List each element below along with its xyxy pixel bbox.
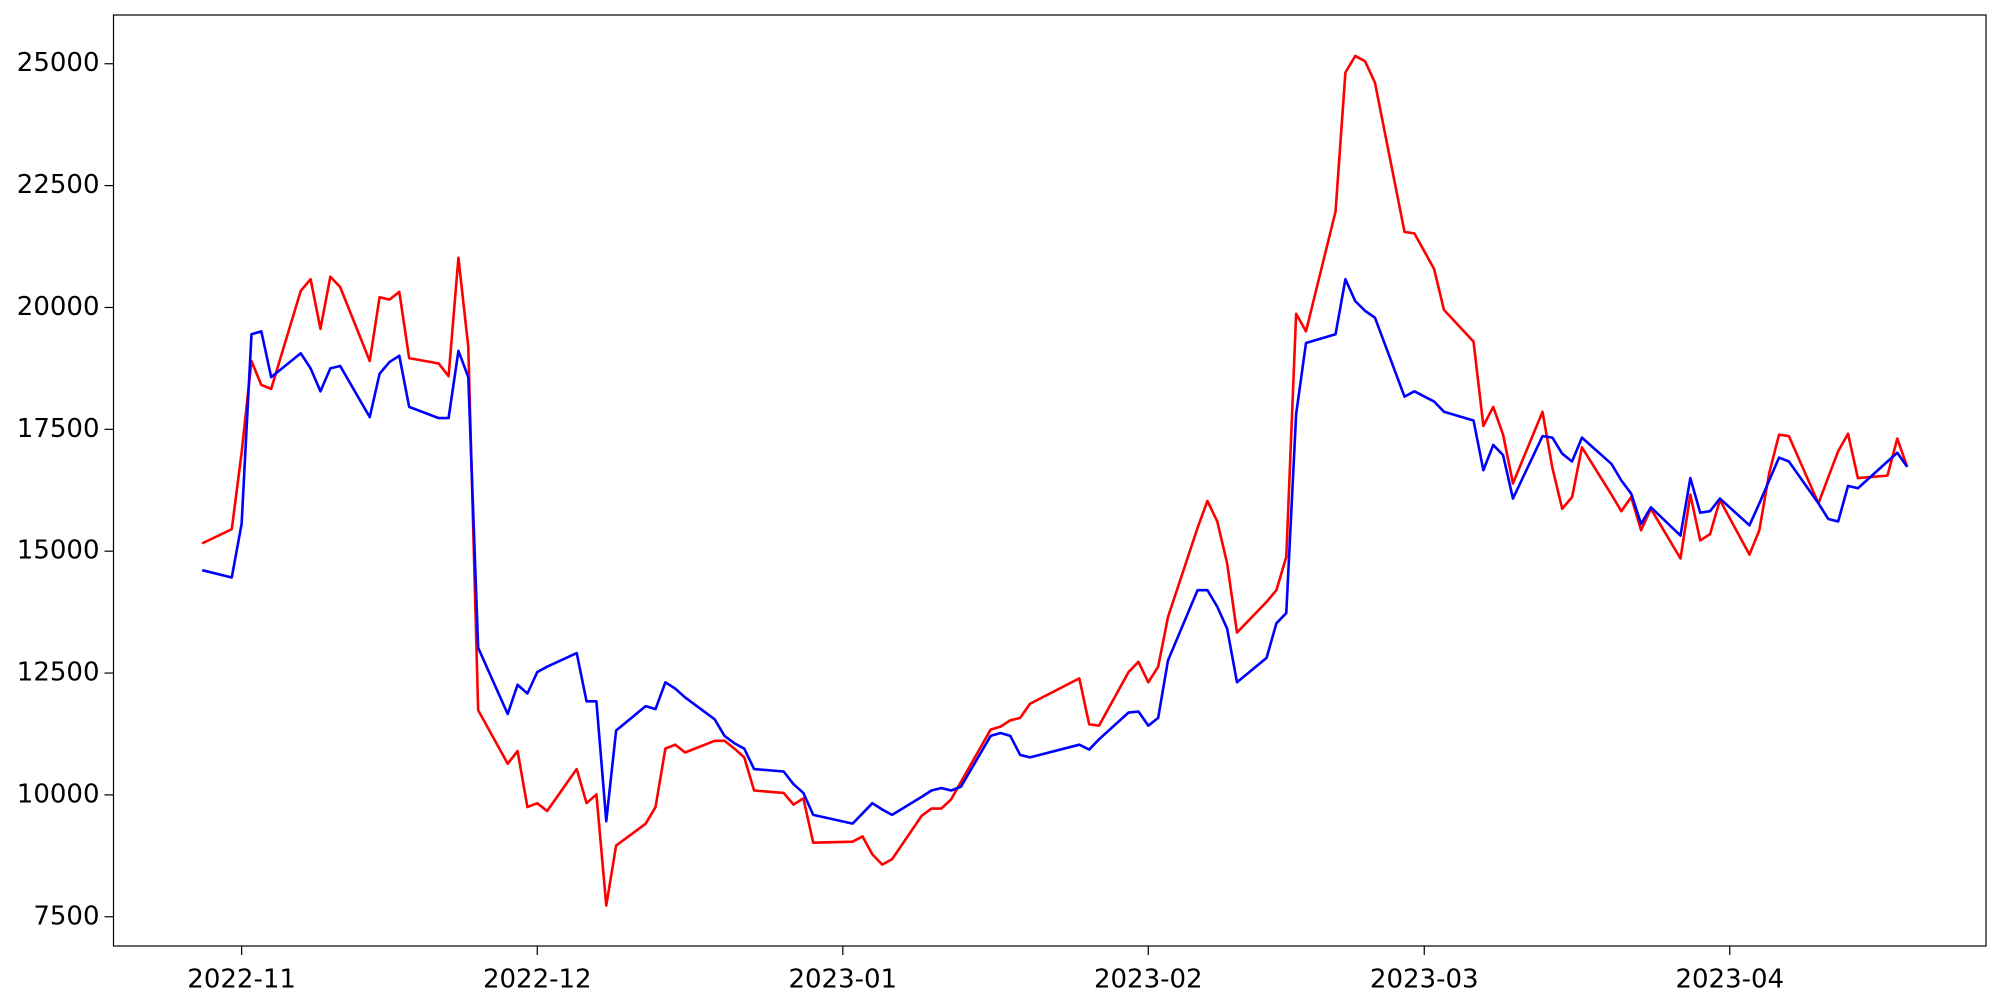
data-line (201, 277, 1909, 825)
y-tick-label: 10000 (17, 779, 100, 809)
x-tick-label: 2022-12 (483, 965, 592, 995)
x-tick-label: 2022-11 (187, 965, 296, 995)
y-tick-label: 12500 (17, 658, 100, 688)
y-tick-label: 17500 (17, 414, 100, 444)
data-line (201, 54, 1909, 907)
x-tick-label: 2023-01 (788, 965, 897, 995)
x-tick-label: 2023-03 (1370, 965, 1479, 995)
x-tick-label: 2023-04 (1675, 965, 1784, 995)
y-tick-label: 25000 (17, 48, 100, 78)
y-tick-label: 20000 (17, 292, 100, 322)
plot-frame (112, 14, 1987, 947)
y-tick-label: 22500 (17, 170, 100, 200)
y-tick-label: 15000 (17, 536, 100, 566)
x-tick-label: 2023-02 (1094, 965, 1203, 995)
y-tick-label: 7500 (33, 901, 99, 931)
